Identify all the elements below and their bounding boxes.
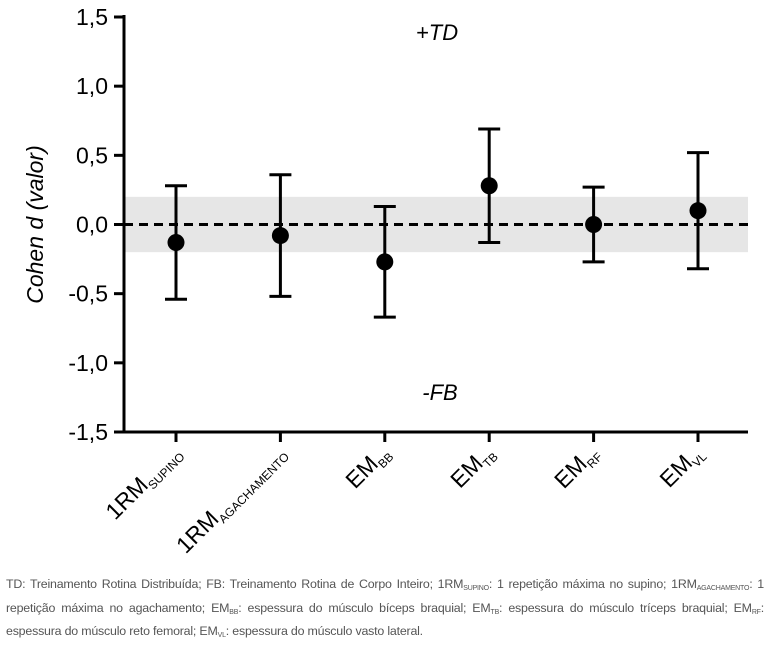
x-tick-label-main: 1RM xyxy=(171,505,224,558)
effect-size-point xyxy=(585,216,603,233)
x-tick-label-subscript: SUPINO xyxy=(145,450,187,492)
caption-text: : espessura do músculo vasto lateral. xyxy=(225,624,423,638)
x-tick-label-main: EM xyxy=(445,450,488,493)
caption-text: : espessura do músculo tríceps braquial;… xyxy=(499,600,752,615)
y-tick-label: 1,0 xyxy=(76,73,108,99)
annotation-td: +TD xyxy=(416,20,458,45)
x-tick-label-main: EM xyxy=(549,450,592,493)
effect-size-point xyxy=(271,227,289,245)
y-tick-label: 0,5 xyxy=(76,142,108,168)
x-tick-label: EMRF xyxy=(549,439,605,495)
caption-subscript: RF xyxy=(751,608,761,616)
caption-subscript: AGACHAMENTO xyxy=(696,585,750,592)
x-tick-label: EMTB xyxy=(445,439,501,495)
x-tick-label-main: EM xyxy=(654,450,697,493)
y-axis-label: Cohen d (valor) xyxy=(22,145,48,304)
x-tick-label: 1RMSUPINO xyxy=(100,439,187,526)
y-tick-label: -0,5 xyxy=(68,281,108,307)
caption-text: : espessura do músculo bíceps braquial; … xyxy=(238,600,491,615)
caption-subscript: SUPINO xyxy=(463,585,489,592)
caption-text: : espessura do músculo reto femoral; EM xyxy=(6,600,764,639)
x-tick-label: EMVL xyxy=(654,439,710,495)
x-tick-label: EMBB xyxy=(340,439,396,495)
x-tick-label-main: 1RM xyxy=(100,472,153,525)
forest-plot: 1,5 1,0 0,5 0,0 -0,5 -1,0 -1,5 Cohen d (valor) +… xyxy=(22,4,748,560)
caption-subscript: TB xyxy=(490,608,500,616)
effect-size-point xyxy=(480,177,498,195)
y-tick-label: 0,0 xyxy=(76,212,108,238)
caption-text: TD: Treinamento Rotina Distribuída; FB: … xyxy=(6,577,464,591)
effect-size-point xyxy=(376,253,394,271)
effect-size-point xyxy=(689,202,707,220)
y-tick-label: -1,5 xyxy=(68,419,108,445)
caption-text: : 1 repetição máxima no agachamento; EM xyxy=(6,577,764,615)
null-effect-band xyxy=(124,196,748,253)
x-tick-label-main: EM xyxy=(340,450,383,493)
caption-text: : 1 repetição máxima no supino; 1RM xyxy=(488,577,697,591)
y-tick-label: 1,5 xyxy=(76,4,108,30)
annotation-fb: -FB xyxy=(422,380,457,405)
caption-subscript: VL xyxy=(217,632,226,639)
x-tick-label-subscript: AGACHAMENTO xyxy=(216,450,292,526)
effect-size-point xyxy=(167,233,185,251)
y-tick-label: -1,0 xyxy=(68,350,108,376)
caption-subscript: BB xyxy=(229,608,239,616)
figure-caption: TD: Treinamento Rotina Distribuída; FB: … xyxy=(6,575,764,646)
x-tick-label: 1RMAGACHAMENTO xyxy=(171,439,292,560)
